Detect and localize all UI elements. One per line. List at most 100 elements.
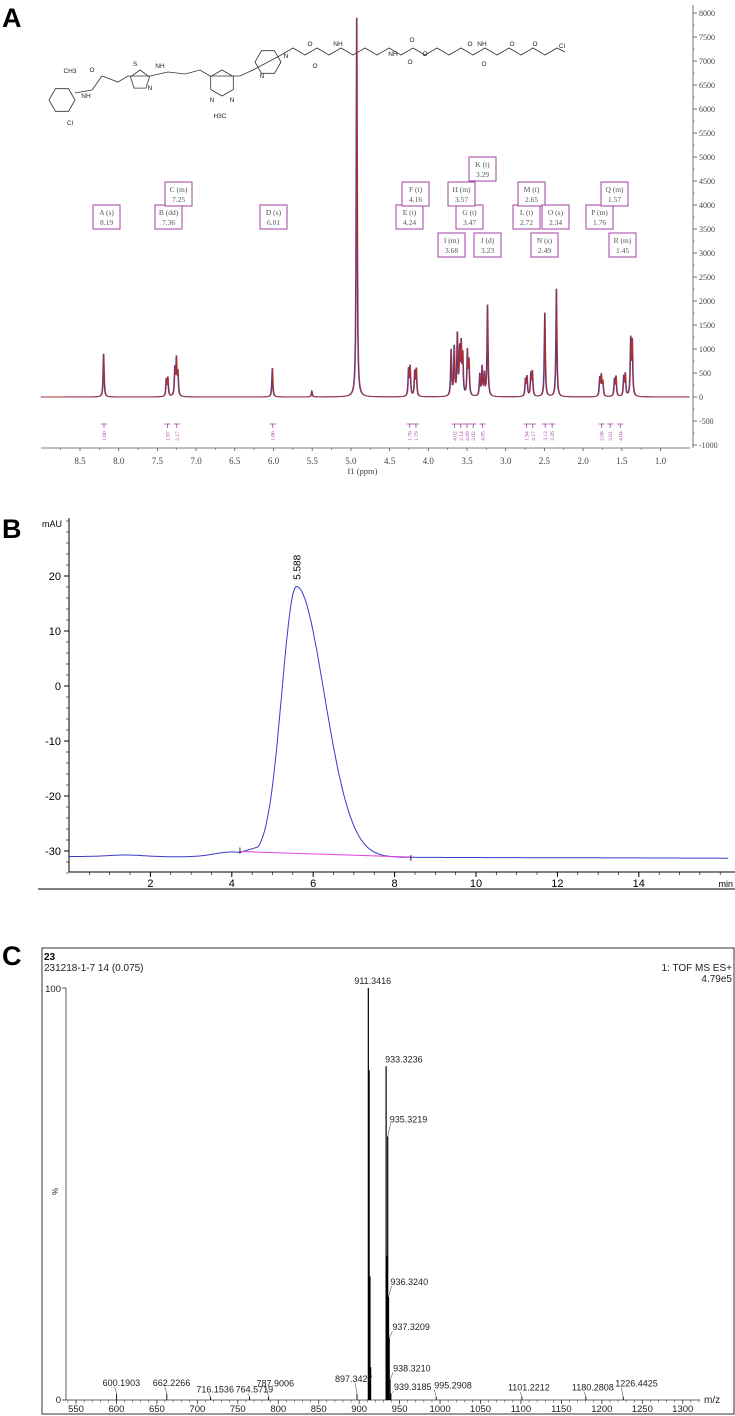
ring (130, 69, 150, 89)
y-tick-label: 4500 (699, 177, 715, 186)
atom-label: N (284, 53, 289, 60)
atom-label: O (509, 41, 514, 48)
multiplet-annotation: E (t)4.24 (395, 204, 424, 230)
multiplet-shift: 8.19 (100, 218, 113, 227)
atom-label: Cl (559, 43, 566, 50)
frame (41, 947, 735, 1415)
multiplet-label: Q (m) (605, 185, 624, 194)
multiplet-label: N (s) (537, 236, 553, 245)
peak-label-leader (247, 1393, 250, 1397)
x-tick-label: 6.0 (268, 456, 280, 466)
y-tick-label: 0 (55, 681, 61, 693)
peak-label: 600.1903 (103, 1378, 141, 1388)
integral-value: 1.07 (165, 431, 171, 441)
peak-label: 937.3209 (392, 1322, 430, 1332)
multiplet-annotation: O (s)2.34 (541, 204, 570, 230)
ring (210, 69, 234, 97)
x-tick-label: 600 (109, 1404, 125, 1415)
integral-value: 2.08 (600, 431, 606, 441)
y-axis-label: % (51, 1188, 60, 1195)
multiplet-annotation: I (m)3.68 (437, 232, 466, 258)
atom-label: O (312, 63, 317, 70)
multiplet-label: O (s) (548, 208, 564, 217)
multiplet-shift: 7.25 (172, 195, 185, 204)
peak-label-leader (583, 1391, 587, 1397)
multiplet-box (517, 181, 546, 207)
peak-label: 936.3240 (391, 1277, 429, 1287)
x-tick-label: 900 (351, 1404, 367, 1415)
x-tick-label: 10 (470, 878, 482, 890)
x-tick-label: 12 (551, 878, 563, 890)
y-tick-label: 20 (49, 571, 61, 583)
y-tick-label: 6000 (699, 105, 715, 114)
y-tick-label: 2500 (699, 273, 715, 282)
multiplet-shift: 2.65 (525, 195, 538, 204)
multiplet-label: G (t) (462, 208, 477, 217)
multiplet-annotation: Q (m)1.57 (600, 181, 629, 207)
peak-label: 764.5719 (236, 1385, 274, 1395)
multiplet-shift: 2.49 (538, 246, 551, 255)
ring (254, 50, 282, 74)
multiplet-box (401, 181, 430, 207)
multiplet-shift: 6.01 (267, 218, 280, 227)
y-tick-label: -500 (699, 417, 714, 426)
x-tick-label: 1200 (591, 1404, 612, 1415)
integral-value: 1.79 (414, 431, 420, 441)
panel-label-c: C (2, 941, 22, 971)
atom-label: NH (333, 41, 343, 48)
atom-label: NH (155, 63, 165, 70)
multiplet-annotation: D (s)6.01 (259, 204, 288, 230)
multiplet-box (585, 204, 614, 230)
x-tick-label: 1150 (551, 1404, 571, 1415)
peak-label-leader (266, 1387, 269, 1397)
peak-label: 995.2908 (434, 1381, 472, 1391)
multiplet-box (608, 232, 637, 258)
x-axis-label: f1 (ppm) (348, 466, 378, 476)
multiplet-label: C (m) (170, 185, 188, 194)
integral-value: 4.17 (531, 431, 537, 441)
peak-label: 787.9006 (256, 1379, 294, 1389)
x-tick-label: 7.5 (152, 456, 164, 466)
x-axis-label: m/z (704, 1395, 720, 1406)
scan-info: 231218-1-7 14 (0.075) (44, 963, 144, 974)
x-tick-label: 14 (633, 878, 645, 890)
multiplet-box (541, 204, 570, 230)
multiplet-shift: 1.76 (593, 218, 606, 227)
integral-value: 2.02 (471, 431, 477, 441)
atom-label: O (89, 67, 94, 74)
multiplet-label: I (m) (444, 236, 460, 245)
x-tick-label: 1100 (511, 1404, 531, 1415)
atom-label: O (481, 61, 486, 68)
peak-label: 1180.2808 (572, 1383, 614, 1393)
x-tick-label: 650 (149, 1404, 165, 1415)
multiplet-label: B (dd) (159, 208, 179, 217)
x-tick-label: 4.0 (423, 456, 435, 466)
peak-label-leader (114, 1386, 117, 1394)
x-tick-label: 1.5 (616, 456, 628, 466)
multiplet-annotation: N (s)2.49 (530, 232, 559, 258)
multiplet-box (468, 156, 497, 182)
chain-bond (74, 47, 566, 94)
multiplet-annotation: M (t)2.65 (517, 181, 546, 207)
multiplet-shift: 4.16 (409, 195, 422, 204)
peak-label: 933.3236 (385, 1054, 423, 1064)
peak-label: 939.3185 (394, 1382, 432, 1392)
multiplet-annotation: C (m)7.25 (164, 181, 193, 207)
atom-label: N (148, 85, 153, 92)
peak-label: 662.2266 (153, 1378, 191, 1388)
multiplet-shift: 1.45 (616, 246, 629, 255)
peak-label: 935.3219 (390, 1114, 428, 1124)
multiplet-box (164, 181, 193, 207)
x-tick-label: 3.0 (500, 456, 512, 466)
x-tick-label: 800 (270, 1404, 286, 1415)
y-tick-label: 7500 (699, 33, 715, 42)
peak-label-leader (390, 1390, 395, 1394)
atom-label: O (307, 41, 312, 48)
peak-label: 716.1536 (196, 1385, 234, 1395)
multiplet-box (512, 204, 541, 230)
multiplet-box (259, 204, 288, 230)
atom-label: H3C (213, 113, 226, 120)
multiplet-shift: 4.24 (403, 218, 416, 227)
y-tick-label: 0 (699, 393, 703, 402)
